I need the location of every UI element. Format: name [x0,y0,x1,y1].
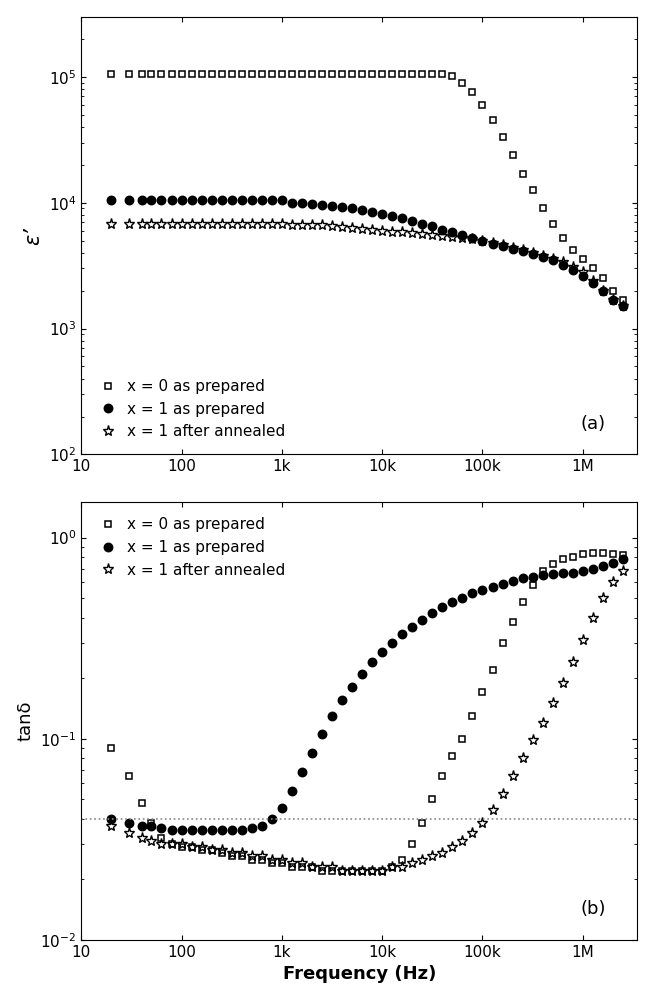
x = 1 as prepared [107,194,115,206]
x = 1 after annealed [268,218,276,230]
x = 1 as prepared [449,226,456,238]
x = 1 as prepared [458,592,466,604]
x = 1 after annealed [479,235,487,247]
Line: x = 1 after annealed: x = 1 after annealed [106,566,628,877]
x = 0 as prepared [619,549,627,561]
x = 1 as prepared [238,824,246,836]
x = 1 as prepared [609,294,617,306]
x = 0 as prepared [589,547,596,559]
Text: (a): (a) [580,415,606,433]
x = 0 as prepared [489,664,496,676]
X-axis label: Frequency (Hz): Frequency (Hz) [283,965,436,983]
x = 1 after annealed [609,576,617,588]
x = 0 as prepared [458,733,466,745]
x = 1 after annealed [107,820,115,832]
x = 0 as prepared [107,68,115,80]
x = 1 after annealed [458,835,466,847]
x = 1 after annealed [278,218,286,230]
x = 1 as prepared [278,194,286,206]
x = 1 as prepared [278,802,286,814]
x = 1 as prepared [168,824,176,836]
x = 1 as prepared [619,553,627,565]
x = 0 as prepared [609,548,617,560]
x = 0 as prepared [609,285,617,297]
x = 0 as prepared [278,68,286,80]
x = 0 as prepared [228,850,235,862]
x = 1 as prepared [107,813,115,825]
x = 1 after annealed [609,294,617,306]
x = 1 as prepared [268,194,276,206]
x = 1 as prepared [489,581,496,593]
x = 1 after annealed [268,854,276,866]
Legend: x = 0 as prepared, x = 1 as prepared, x = 1 after annealed: x = 0 as prepared, x = 1 as prepared, x … [89,510,293,585]
x = 1 after annealed [449,231,456,243]
x = 1 as prepared [228,194,235,206]
Line: x = 1 as prepared: x = 1 as prepared [107,196,627,311]
Y-axis label: ε’: ε’ [24,227,43,245]
x = 0 as prepared [479,99,487,111]
x = 0 as prepared [107,742,115,754]
Legend: x = 0 as prepared, x = 1 as prepared, x = 1 after annealed: x = 0 as prepared, x = 1 as prepared, x … [89,371,293,447]
x = 1 after annealed [619,300,627,312]
Line: x = 0 as prepared: x = 0 as prepared [108,71,627,303]
x = 0 as prepared [318,865,326,877]
x = 1 after annealed [489,804,496,816]
x = 1 after annealed [619,565,627,577]
x = 1 after annealed [107,218,115,230]
x = 0 as prepared [268,68,276,80]
x = 0 as prepared [619,294,627,306]
x = 1 after annealed [338,865,346,877]
x = 0 as prepared [268,857,276,869]
x = 0 as prepared [449,70,456,82]
x = 1 after annealed [228,847,235,859]
Line: x = 1 as prepared: x = 1 as prepared [107,555,627,835]
Line: x = 1 after annealed: x = 1 after annealed [106,218,628,312]
x = 1 as prepared [288,785,296,797]
Line: x = 0 as prepared: x = 0 as prepared [108,549,627,874]
x = 1 as prepared [609,557,617,569]
x = 1 as prepared [479,235,487,247]
x = 1 after annealed [278,854,286,866]
x = 1 as prepared [619,300,627,312]
x = 0 as prepared [278,857,286,869]
x = 1 after annealed [228,218,235,230]
Text: (b): (b) [580,900,606,918]
Y-axis label: tanδ: tanδ [16,701,35,741]
x = 0 as prepared [228,68,235,80]
